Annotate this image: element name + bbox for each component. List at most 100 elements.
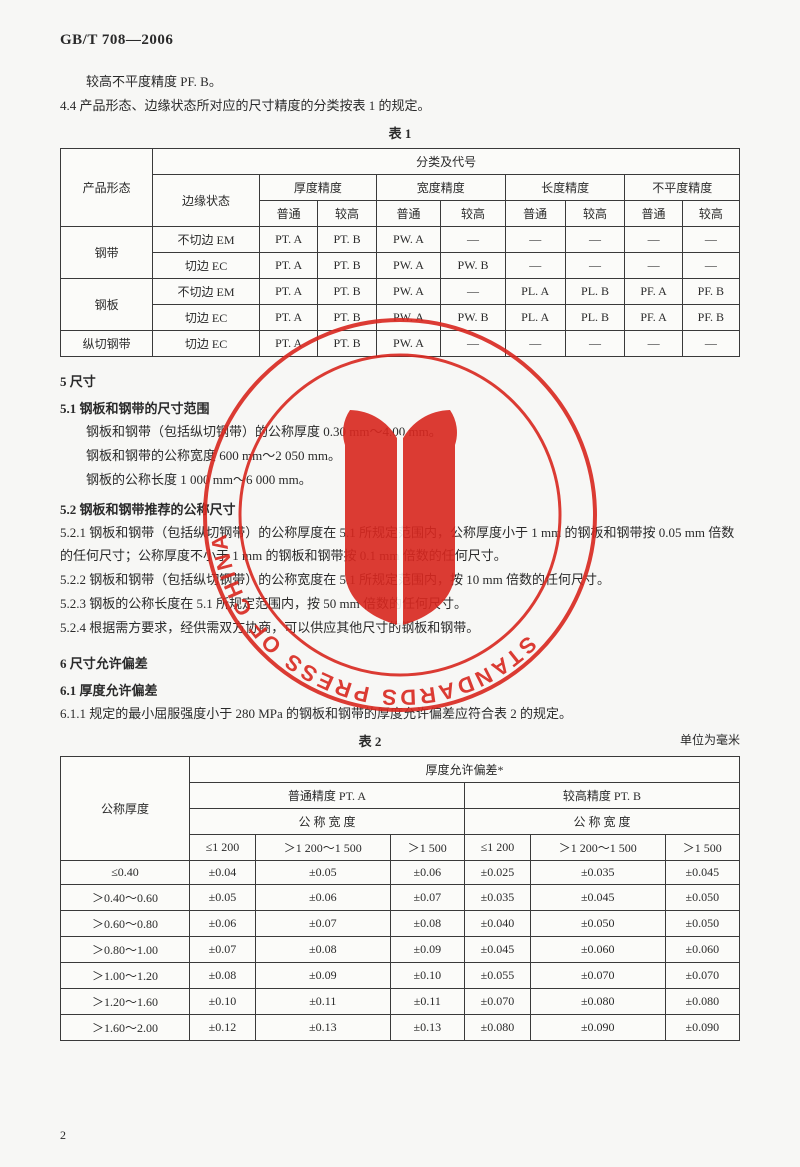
t1-cell: PT. A: [259, 331, 317, 357]
t2-thickness-cell: ＞0.80～1.00: [61, 937, 190, 963]
t1-cell: PT. B: [318, 253, 376, 279]
t2-cell: ±0.13: [390, 1015, 464, 1041]
t1-cell: PT. A: [259, 253, 317, 279]
table1-caption: 表 1: [60, 123, 740, 142]
t1-edge-cell: 切边 EC: [153, 331, 260, 357]
page: GB/T 708—2006 较高不平度精度 PF. B。 4.4 产品形态、边缘…: [60, 32, 740, 1041]
t1-cell: —: [625, 253, 682, 279]
t1-cell: PL. A: [505, 305, 565, 331]
t2-cell: ±0.07: [190, 937, 256, 963]
table2-caption: 表 2 单位为毫米: [60, 731, 740, 750]
t2-cell: ±0.045: [530, 885, 665, 911]
t2-h-normal: 普通精度 PT. A: [190, 783, 465, 809]
t1-cell: PT. A: [259, 227, 317, 253]
t1-h-form: 产品形态: [61, 149, 153, 227]
t2-cell: ±0.040: [464, 911, 530, 937]
t1-cell: —: [682, 331, 739, 357]
t1-edge-cell: 不切边 EM: [153, 279, 260, 305]
t1-cell: PL. A: [505, 279, 565, 305]
t1-cell: PW. B: [441, 253, 506, 279]
t2-cell: ±0.05: [255, 861, 390, 885]
t1-cell: PW. B: [441, 305, 506, 331]
p521: 5.2.1 钢板和钢带（包括纵切钢带）的公称厚度在 5.1 所规定范围内，公称厚…: [60, 522, 740, 566]
table-row: ＞1.20～1.60±0.10±0.11±0.11±0.070±0.080±0.…: [61, 989, 740, 1015]
t1-h-normal: 普通: [505, 201, 565, 227]
t2-cell: ±0.10: [190, 989, 256, 1015]
t1-cell: PF. A: [625, 279, 682, 305]
t2-h-tol: 厚度允许偏差*: [190, 757, 740, 783]
t1-cell: PT. B: [318, 279, 376, 305]
t2-cell: ±0.060: [665, 937, 739, 963]
t2-cell: ±0.080: [530, 989, 665, 1015]
t2-cell: ±0.090: [665, 1015, 739, 1041]
t1-edge-cell: 不切边 EM: [153, 227, 260, 253]
t1-cell: PT. A: [259, 279, 317, 305]
t2-cell: ±0.10: [390, 963, 464, 989]
t1-cell: —: [441, 331, 506, 357]
p51c: 钢板的公称长度 1 000 mm～6 000 mm。: [60, 469, 740, 491]
t1-h-normal: 普通: [376, 201, 441, 227]
t1-cell: PW. A: [376, 305, 441, 331]
t2-col-header: ＞1 200～1 500: [530, 835, 665, 861]
t2-cell: ±0.070: [464, 989, 530, 1015]
t2-cell: ±0.050: [665, 885, 739, 911]
t1-h-high: 较高: [682, 201, 739, 227]
t1-h-category: 分类及代号: [153, 149, 740, 175]
table-row: 切边 ECPT. APT. BPW. APW. BPL. APL. BPF. A…: [61, 305, 740, 331]
t2-cell: ±0.080: [464, 1015, 530, 1041]
page-number: 2: [60, 1128, 66, 1143]
table-row: ＞0.40～0.60±0.05±0.06±0.07±0.035±0.045±0.…: [61, 885, 740, 911]
t2-thickness-cell: ≤0.40: [61, 861, 190, 885]
table-row: 钢带不切边 EMPT. APT. BPW. A—————: [61, 227, 740, 253]
section-6: 6 尺寸允许偏差: [60, 653, 740, 672]
t1-cell: PF. B: [682, 279, 739, 305]
t2-col-header: ＞1 500: [665, 835, 739, 861]
t1-h-edge: 边缘状态: [153, 175, 260, 227]
t2-col-header: ＞1 200～1 500: [255, 835, 390, 861]
t1-h-high: 较高: [565, 201, 625, 227]
t2-cell: ±0.13: [255, 1015, 390, 1041]
t1-cell: —: [565, 253, 625, 279]
t2-cell: ±0.070: [665, 963, 739, 989]
t2-thickness-cell: ＞0.40～0.60: [61, 885, 190, 911]
table-1: 产品形态 分类及代号 边缘状态 厚度精度 宽度精度 长度精度 不平度精度 普通 …: [60, 148, 740, 357]
t2-cell: ±0.080: [665, 989, 739, 1015]
t1-edge-cell: 切边 EC: [153, 305, 260, 331]
t2-cell: ±0.050: [530, 911, 665, 937]
t2-cell: ±0.08: [390, 911, 464, 937]
t2-cell: ±0.045: [464, 937, 530, 963]
t1-cell: —: [505, 227, 565, 253]
t1-cell: —: [625, 227, 682, 253]
t2-cell: ±0.11: [390, 989, 464, 1015]
t2-cell: ±0.11: [255, 989, 390, 1015]
t1-cell: PT. B: [318, 331, 376, 357]
t2-cell: ±0.070: [530, 963, 665, 989]
t2-cell: ±0.06: [255, 885, 390, 911]
t2-cell: ±0.035: [464, 885, 530, 911]
subsection-5-1: 5.1 钢板和钢带的尺寸范围: [60, 398, 740, 417]
table-row: 纵切钢带切边 ECPT. APT. BPW. A—————: [61, 331, 740, 357]
table-row: ＞1.00～1.20±0.08±0.09±0.10±0.055±0.070±0.…: [61, 963, 740, 989]
t2-h-high: 较高精度 PT. B: [464, 783, 739, 809]
p51b: 钢板和钢带的公称宽度 600 mm～2 050 mm。: [60, 445, 740, 467]
t1-cell: —: [441, 279, 506, 305]
t1-form-cell: 钢带: [61, 227, 153, 279]
t1-cell: —: [505, 331, 565, 357]
t2-cell: ±0.08: [190, 963, 256, 989]
t2-cell: ±0.06: [190, 911, 256, 937]
t1-h-length: 长度精度: [505, 175, 625, 201]
t1-cell: —: [505, 253, 565, 279]
subsection-5-2: 5.2 钢板和钢带推荐的公称尺寸: [60, 499, 740, 518]
section-5: 5 尺寸: [60, 371, 740, 390]
t2-col-header: ≤1 200: [464, 835, 530, 861]
t1-form-cell: 钢板: [61, 279, 153, 331]
t2-thickness-cell: ＞0.60～0.80: [61, 911, 190, 937]
t2-cell: ±0.06: [390, 861, 464, 885]
t1-cell: —: [682, 227, 739, 253]
table-row: ≤0.40±0.04±0.05±0.06±0.025±0.035±0.045: [61, 861, 740, 885]
t1-cell: PW. A: [376, 253, 441, 279]
subsection-6-1: 6.1 厚度允许偏差: [60, 680, 740, 699]
t1-form-cell: 纵切钢带: [61, 331, 153, 357]
t2-cell: ±0.07: [390, 885, 464, 911]
t1-header-row1: 产品形态 分类及代号: [61, 149, 740, 175]
